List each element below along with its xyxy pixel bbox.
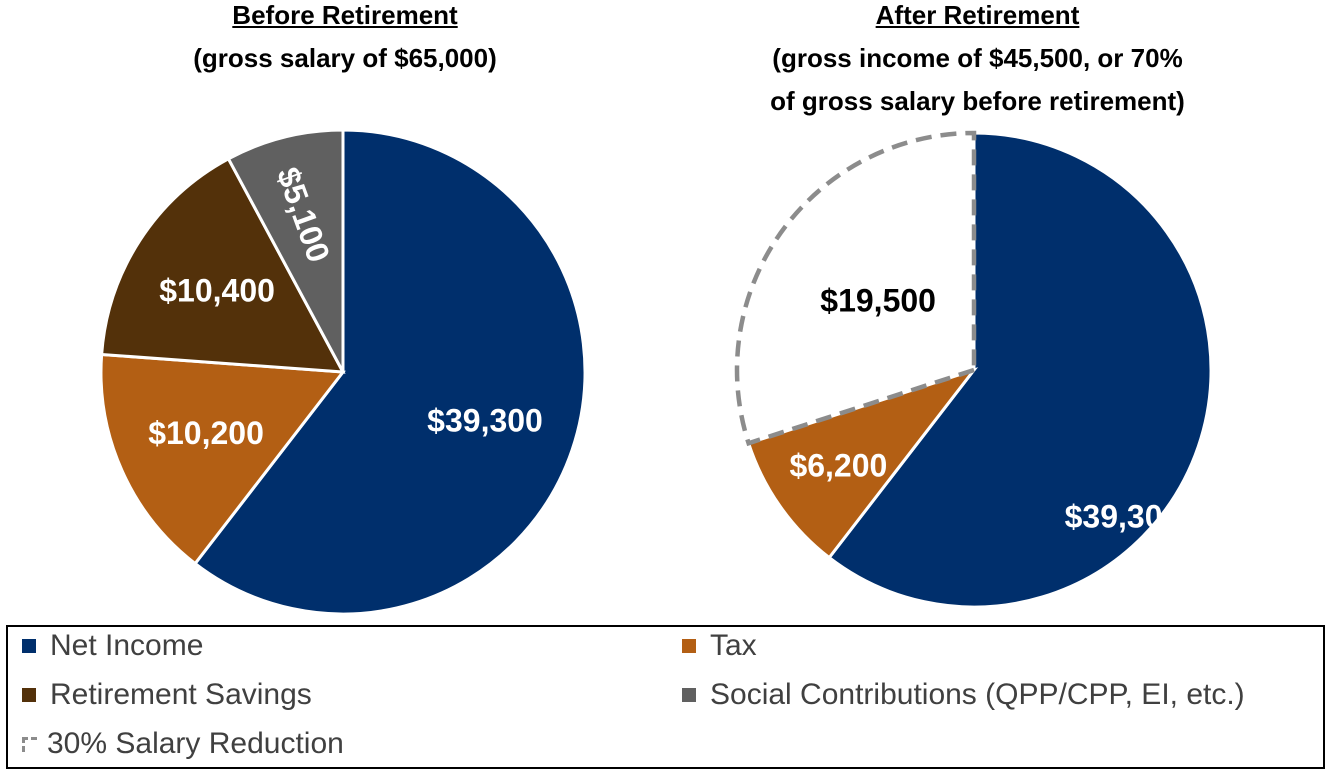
legend-label-net-income: Net Income — [50, 629, 204, 662]
slice-label-retirement-savings: $10,400 — [159, 272, 275, 308]
legend-label-tax: Tax — [710, 629, 757, 662]
pie-slice-tax — [99, 352, 346, 566]
pie-slice-tax — [746, 367, 979, 560]
after-title-main: After Retirement — [875, 0, 1080, 30]
pie-slice-social-contributions-qpp-cpp-ei-etc — [226, 128, 345, 373]
slice-label-tax: $10,200 — [148, 415, 264, 451]
pie-slice-30-salary-reduction — [734, 130, 977, 447]
slice-label-net-income: $39,300 — [427, 402, 543, 438]
legend-label-salary-reduction: 30% Salary Reduction — [47, 727, 344, 760]
before-retirement-title: Before Retirement (gross salary of $65,0… — [95, 0, 595, 80]
before-title-main: Before Retirement — [232, 0, 458, 30]
pie-after-retirement: $39,300 $6,200 $19,500 — [734, 130, 1213, 609]
legend-label-retirement-savings: Retirement Savings — [50, 678, 312, 711]
pie-slice-net-income — [827, 131, 1213, 609]
pie-slice-net-income — [193, 128, 587, 616]
before-title-subtitle: (gross salary of $65,000) — [193, 43, 497, 73]
legend: Net Income Tax Retirement Savings Social… — [6, 625, 1325, 769]
slice-label-net-income: $39,300 — [1065, 498, 1181, 534]
legend-item-tax: Tax — [682, 629, 757, 663]
pie-before-retirement: $39,300$10,200$10,400$5,100 — [99, 128, 587, 616]
legend-item-salary-reduction: 30% Salary Reduction — [22, 727, 344, 761]
legend-swatch-salary-reduction — [22, 736, 37, 752]
legend-swatch-social-contributions — [682, 688, 696, 702]
legend-swatch-tax — [682, 639, 696, 653]
after-title-subtitle-line2: of gross salary before retirement) — [770, 86, 1185, 116]
legend-swatch-net-income — [22, 639, 36, 653]
legend-item-net-income: Net Income — [22, 629, 203, 663]
slice-label-tax: $6,200 — [789, 448, 887, 484]
slice-label-30-salary-reduction: $19,500 — [820, 282, 936, 318]
pie-charts-canvas: $39,300$10,200$10,400$5,100 $39,300$6,20… — [99, 128, 1213, 616]
legend-item-retirement-savings: Retirement Savings — [22, 678, 312, 712]
legend-item-social-contributions: Social Contributions (QPP/CPP, EI, etc.) — [682, 678, 1245, 712]
legend-label-social-contributions: Social Contributions (QPP/CPP, EI, etc.) — [710, 678, 1245, 711]
after-retirement-title: After Retirement (gross income of $45,50… — [700, 0, 1255, 123]
pie-slice-retirement-savings — [100, 156, 346, 374]
legend-swatch-retirement-savings — [22, 688, 36, 702]
after-title-subtitle-line1: (gross income of $45,500, or 70% — [772, 43, 1183, 73]
